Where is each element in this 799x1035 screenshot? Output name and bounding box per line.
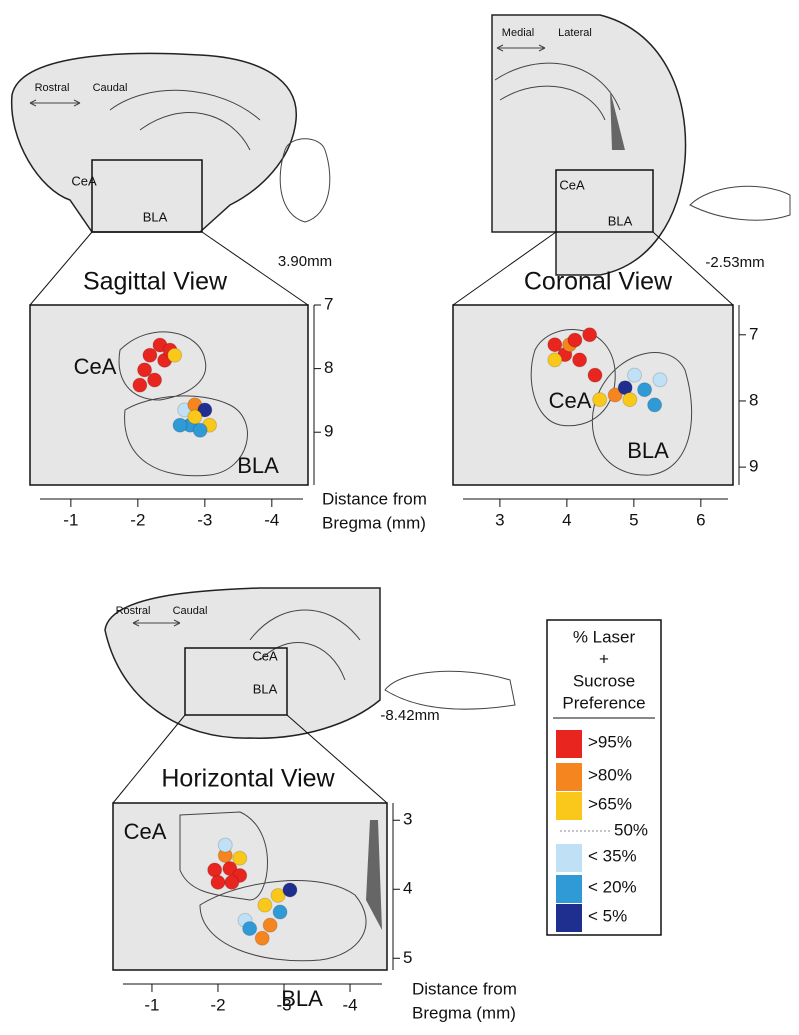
overview-label: Lateral [558, 27, 592, 39]
y-tick-label: 8 [749, 390, 758, 409]
point [188, 410, 202, 424]
point [211, 875, 225, 889]
point [548, 353, 562, 367]
x-tick-label: -3 [276, 995, 291, 1014]
depth-label: -8.42mm [380, 707, 439, 724]
overview-label: BLA [608, 213, 633, 228]
region-label: CeA [549, 388, 592, 413]
point [588, 368, 602, 382]
point [283, 883, 297, 897]
x-axis-label: Bregma (mm) [322, 513, 426, 532]
panel-title: Horizontal View [161, 765, 335, 793]
region-label: CeA [124, 819, 167, 844]
overview-label: BLA [143, 209, 168, 224]
legend-title: Preference [562, 693, 645, 712]
depth-label: -2.53mm [705, 254, 764, 271]
legend-title: % Laser [573, 627, 636, 646]
overview-label: Rostral [35, 82, 70, 94]
x-axis-label: Distance from [322, 489, 427, 508]
overview-label: Rostral [116, 605, 151, 617]
point [243, 922, 257, 936]
point [173, 418, 187, 432]
point [623, 393, 637, 407]
point [193, 423, 207, 437]
x-tick-label: -3 [197, 510, 212, 529]
x-tick-label: -1 [144, 995, 159, 1014]
legend-title: Sucrose [573, 671, 635, 690]
legend-swatch [556, 730, 582, 758]
point [233, 851, 247, 865]
legend-label: >65% [588, 794, 632, 813]
legend-swatch [556, 844, 582, 872]
point [218, 838, 232, 852]
x-tick-label: -4 [342, 995, 357, 1014]
legend-label: < 35% [588, 846, 637, 865]
overview-label: Caudal [173, 605, 208, 617]
legend-label: < 20% [588, 877, 637, 896]
legend-swatch [556, 792, 582, 820]
overview-label: BLA [253, 681, 278, 696]
point [148, 373, 162, 387]
point [593, 393, 607, 407]
x-tick-label: -2 [130, 510, 145, 529]
x-tick-label: -1 [63, 510, 78, 529]
y-tick-label: 5 [403, 948, 412, 967]
y-tick-label: 8 [324, 358, 333, 377]
point [273, 905, 287, 919]
point [225, 875, 239, 889]
overview-label: CeA [559, 177, 585, 192]
point [628, 368, 642, 382]
point [648, 398, 662, 412]
legend-swatch [556, 904, 582, 932]
y-tick-label: 9 [749, 457, 758, 476]
overview-label: CeA [71, 173, 97, 188]
point [133, 378, 147, 392]
region-label: BLA [627, 438, 669, 463]
legend-label: >95% [588, 732, 632, 751]
overview-label: CeA [252, 648, 278, 663]
x-tick-label: 3 [495, 510, 504, 529]
legend-title: + [599, 649, 609, 668]
legend-swatch [556, 875, 582, 903]
point [168, 348, 182, 362]
x-tick-label: -4 [264, 510, 279, 529]
figure: Sagittal View Rostral Caudal CeA BLA 3.90mm Ce… [0, 0, 799, 1030]
x-tick-label: 5 [629, 510, 638, 529]
depth-label: 3.90mm [278, 253, 332, 270]
point [653, 373, 667, 387]
point [638, 383, 652, 397]
point [255, 931, 269, 945]
x-tick-label: 4 [562, 510, 571, 529]
y-tick-label: 9 [324, 422, 333, 441]
point [263, 918, 277, 932]
overview-label: Medial [502, 27, 534, 39]
legend-label: < 5% [588, 906, 627, 925]
y-tick-label: 4 [403, 879, 412, 898]
point [573, 353, 587, 367]
legend-threshold: 50% [614, 820, 648, 839]
point [258, 898, 272, 912]
point [568, 333, 582, 347]
legend-swatch [556, 763, 582, 791]
x-axis-label: Bregma (mm) [412, 1003, 516, 1022]
point [143, 348, 157, 362]
x-tick-label: 6 [696, 510, 705, 529]
region-label: CeA [74, 354, 117, 379]
y-tick-label: 7 [324, 294, 333, 313]
panel-title: Sagittal View [83, 268, 228, 296]
y-tick-label: 7 [749, 324, 758, 343]
legend-label: >80% [588, 765, 632, 784]
point [583, 328, 597, 342]
region-label: BLA [237, 453, 279, 478]
point [208, 863, 222, 877]
x-axis-label: Distance from [412, 979, 517, 998]
x-tick-label: -2 [210, 995, 225, 1014]
overview-label: Caudal [93, 82, 128, 94]
panel-title: Coronal View [524, 268, 673, 296]
y-tick-label: 3 [403, 810, 412, 829]
